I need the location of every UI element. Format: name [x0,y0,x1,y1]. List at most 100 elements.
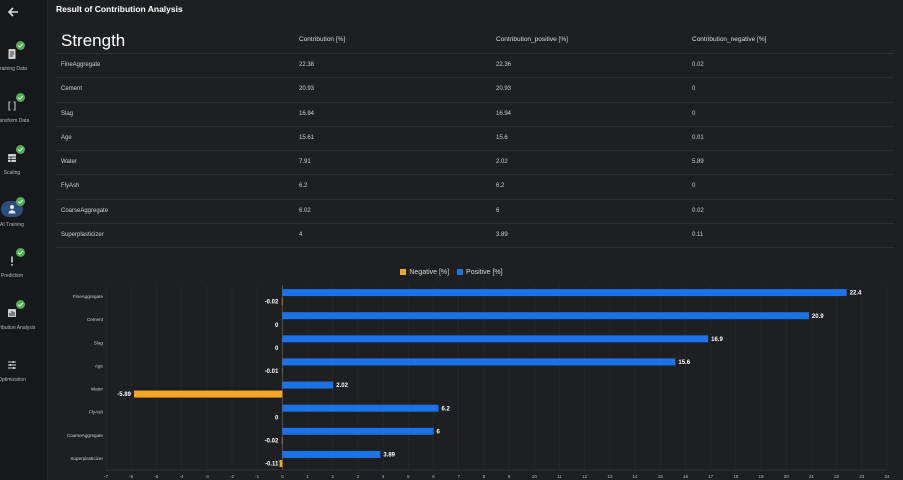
cell-contribution-negative: 5.89 [692,159,704,166]
x-tick-label: 9 [508,474,511,479]
cell-contribution-negative: 0.01 [692,134,704,141]
cell-contribution: 7.91 [299,159,311,166]
bar-positive [282,427,434,435]
table-row: Superplasticizer 4 3.89 0.11 [56,224,894,249]
x-tick-label: -3 [205,474,209,479]
legend-swatch-negative [400,269,407,275]
sidebar: Training Data Transform Data Scaling AI Tra… [0,0,48,480]
check-icon [16,197,25,206]
data-label-positive: 16.9 [711,337,723,343]
x-tick-label: 19 [759,474,765,479]
table-header: Strength Contribution [%] Contribution_p… [56,28,894,54]
x-tick-label: 2 [331,474,334,479]
y-tick-label: Slag [94,340,104,345]
x-tick-label: 5 [407,474,410,479]
y-tick-label: Water [91,387,104,392]
x-tick-label: -6 [129,474,133,479]
data-label-negative: -5.89 [117,392,131,398]
x-tick-label: -7 [104,474,108,479]
table-row: Age 15.61 15.6 0.01 [56,127,894,152]
data-label-negative: -0.02 [265,438,279,444]
sidebar-item-contribution-analysis[interactable]: Contribution Analysis [0,300,48,337]
cell-contribution: 4 [299,232,303,239]
check-icon [16,145,25,154]
check-icon [16,41,25,50]
x-tick-label: 3 [357,474,360,479]
cell-feature: Water [61,159,77,166]
check-icon [16,93,25,102]
data-label-negative: 0 [275,415,279,421]
legend-item-negative[interactable]: Negative [%] [400,269,449,276]
cell-contribution-positive: 2.02 [496,159,508,166]
table-header-contribution-positive[interactable]: Contribution_positive [%] [496,36,568,43]
bar-negative [281,436,283,444]
sidebar-item-label: Contribution Analysis [0,325,36,331]
table-icon [6,152,18,164]
x-tick-label: 10 [532,474,538,479]
table-header-contribution-negative[interactable]: Contribution_negative [%] [692,36,767,43]
cell-contribution-negative: 0.02 [692,62,704,68]
cell-feature: Slag [61,110,74,117]
table-row: Slag 16.94 16.94 0 [56,103,894,127]
cell-feature: Cement [61,86,83,93]
chart-legend: Negative [%] Positive [%] [0,269,903,276]
sidebar-item-scaling[interactable]: Scaling [0,145,48,182]
cell-contribution-positive: 6 [496,207,500,214]
sidebar-item-label: Prediction [0,273,24,279]
x-tick-label: 23 [859,474,865,479]
check-icon [16,248,25,257]
table-header-contribution[interactable]: Contribution [%] [299,36,346,43]
data-label-positive: 15.6 [678,360,690,366]
bar-positive [282,404,439,412]
chart-icon [6,307,18,319]
table-row: Water 7.91 2.02 5.89 [56,151,894,176]
x-tick-label: 15 [658,474,664,479]
bar-positive [282,381,334,389]
bar-negative [133,390,283,398]
cell-contribution: 6.2 [299,183,308,190]
y-tick-label: CoarseAggregate [67,433,103,438]
data-label-positive: 6 [437,429,441,435]
data-label-positive: 6.2 [442,406,451,412]
sidebar-item-prediction[interactable]: Prediction [0,248,48,285]
table-row: Cement 20.93 20.93 0 [56,78,894,103]
cell-contribution-negative: 0.02 [692,207,704,214]
x-tick-label: 7 [457,474,460,479]
sidebar-item-label: AI Training [0,222,24,228]
bar-negative [281,298,283,306]
sidebar-item-label: Transform Data [0,118,30,124]
cell-contribution-negative: 0 [692,110,696,117]
x-tick-label: 12 [582,474,588,479]
back-arrow-icon[interactable] [6,5,20,19]
x-tick-label: -1 [255,474,259,479]
cell-contribution: 15.61 [299,134,315,141]
legend-swatch-positive [457,269,464,275]
x-tick-label: 8 [483,474,486,479]
sidebar-item-label: Optimization [0,377,26,383]
bar-positive [282,335,709,343]
cell-contribution-negative: 0 [692,183,696,190]
sidebar-item-transform-data[interactable]: Transform Data [0,93,48,130]
x-tick-label: 1 [306,474,309,479]
cell-contribution: 16.94 [299,110,315,117]
x-tick-label: 13 [607,474,613,479]
sidebar-item-optimization[interactable]: Optimization [0,355,48,389]
document-icon [6,48,18,60]
x-tick-label: 6 [432,474,435,479]
x-tick-label: -5 [154,474,158,479]
data-label-negative: -0.11 [265,462,279,468]
legend-label-positive: Positive [%] [466,269,503,276]
x-tick-label: 16 [683,474,689,479]
data-label-negative: -0.01 [265,369,279,375]
legend-item-positive[interactable]: Positive [%] [457,269,503,276]
y-tick-label: Cement [87,317,104,322]
cell-feature: FineAggregate [61,62,101,68]
sidebar-item-ai-training[interactable]: AI Training [0,197,48,234]
x-tick-label: 20 [784,474,790,479]
x-tick-label: 0 [281,474,284,479]
sidebar-item-training-data[interactable]: Training Data [0,41,48,78]
x-tick-label: -2 [230,474,234,479]
cell-contribution: 20.93 [299,86,315,93]
sidebar-item-label: Scaling [3,170,21,176]
legend-label-negative: Negative [%] [409,269,450,276]
